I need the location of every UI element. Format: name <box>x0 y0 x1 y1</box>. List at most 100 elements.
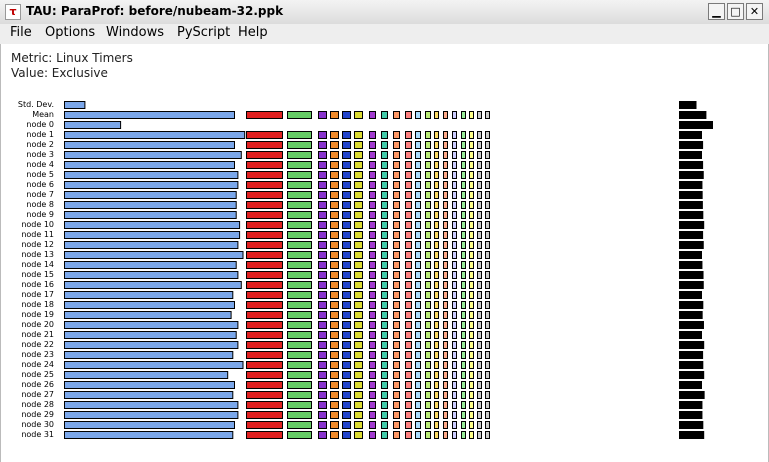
bar[interactable] <box>342 331 351 339</box>
bar[interactable] <box>342 391 351 399</box>
bar[interactable] <box>64 341 239 349</box>
bar[interactable] <box>477 401 482 409</box>
row-label[interactable]: node 14 <box>21 260 54 269</box>
bar[interactable] <box>405 301 412 309</box>
bar[interactable] <box>318 241 327 249</box>
bar[interactable] <box>477 141 482 149</box>
bar[interactable] <box>354 161 363 169</box>
bar[interactable] <box>354 211 363 219</box>
bar[interactable] <box>425 401 431 409</box>
bar[interactable] <box>330 291 339 299</box>
bar[interactable] <box>443 261 448 269</box>
bar[interactable] <box>461 151 466 159</box>
bar[interactable] <box>443 171 448 179</box>
bar[interactable] <box>330 321 339 329</box>
bar[interactable] <box>342 131 351 139</box>
bar[interactable] <box>434 351 439 359</box>
bar[interactable] <box>381 391 388 399</box>
bar[interactable] <box>287 251 312 259</box>
row-label[interactable]: node 0 <box>26 120 54 129</box>
bar[interactable] <box>369 421 376 429</box>
bar[interactable] <box>415 391 421 399</box>
bar[interactable] <box>330 271 339 279</box>
bar[interactable] <box>477 201 482 209</box>
bar[interactable] <box>425 221 431 229</box>
bar[interactable] <box>415 161 421 169</box>
bar[interactable] <box>425 251 431 259</box>
bar[interactable] <box>469 171 474 179</box>
bar[interactable] <box>443 241 448 249</box>
bar[interactable] <box>425 181 431 189</box>
bar[interactable] <box>318 281 327 289</box>
bar[interactable] <box>434 191 439 199</box>
bar[interactable] <box>679 271 704 279</box>
bar[interactable] <box>287 351 312 359</box>
bar[interactable] <box>318 321 327 329</box>
bar[interactable] <box>405 401 412 409</box>
bar[interactable] <box>443 141 448 149</box>
bar[interactable] <box>381 331 388 339</box>
bar[interactable] <box>443 291 448 299</box>
bar[interactable] <box>369 311 376 319</box>
bar[interactable] <box>469 241 474 249</box>
bar[interactable] <box>425 271 431 279</box>
bar[interactable] <box>461 281 466 289</box>
bar[interactable] <box>342 161 351 169</box>
bar[interactable] <box>381 231 388 239</box>
bar[interactable] <box>434 341 439 349</box>
bar[interactable] <box>434 361 439 369</box>
bar[interactable] <box>393 321 400 329</box>
bar[interactable] <box>287 421 312 429</box>
bar[interactable] <box>369 141 376 149</box>
bar[interactable] <box>246 411 283 419</box>
bar[interactable] <box>679 191 703 199</box>
bar[interactable] <box>679 361 704 369</box>
bar[interactable] <box>246 431 283 439</box>
bar[interactable] <box>425 141 431 149</box>
bar[interactable] <box>434 151 439 159</box>
bar[interactable] <box>330 391 339 399</box>
bar[interactable] <box>679 411 703 419</box>
bar[interactable] <box>415 231 421 239</box>
bar[interactable] <box>405 291 412 299</box>
bar[interactable] <box>434 241 439 249</box>
bar[interactable] <box>415 371 421 379</box>
bar[interactable] <box>469 311 474 319</box>
bar[interactable] <box>425 111 431 119</box>
bar[interactable] <box>342 141 351 149</box>
bar[interactable] <box>381 111 388 119</box>
bar[interactable] <box>477 161 482 169</box>
bar[interactable] <box>64 231 241 239</box>
bar[interactable] <box>425 291 431 299</box>
bar[interactable] <box>679 281 704 289</box>
bar[interactable] <box>318 171 327 179</box>
row-label[interactable]: node 21 <box>21 330 54 339</box>
bar[interactable] <box>369 361 376 369</box>
bar[interactable] <box>318 191 327 199</box>
bar[interactable] <box>477 281 482 289</box>
bar[interactable] <box>452 321 457 329</box>
bar[interactable] <box>64 321 239 329</box>
bar[interactable] <box>477 211 482 219</box>
bar[interactable] <box>425 331 431 339</box>
bar[interactable] <box>461 161 466 169</box>
bar[interactable] <box>425 201 431 209</box>
bar[interactable] <box>679 161 704 169</box>
bar[interactable] <box>64 141 235 149</box>
bar[interactable] <box>452 181 457 189</box>
bar[interactable] <box>381 261 388 269</box>
bar[interactable] <box>64 221 241 229</box>
bar[interactable] <box>381 321 388 329</box>
bar[interactable] <box>461 371 466 379</box>
bar[interactable] <box>469 431 474 439</box>
bar[interactable] <box>679 321 704 329</box>
bar[interactable] <box>452 391 457 399</box>
bar[interactable] <box>287 321 312 329</box>
bar[interactable] <box>434 381 439 389</box>
row-label[interactable]: node 18 <box>21 300 54 309</box>
row-label[interactable]: node 8 <box>26 200 54 209</box>
bar[interactable] <box>405 151 412 159</box>
bar[interactable] <box>452 191 457 199</box>
row-label[interactable]: node 17 <box>21 290 54 299</box>
bar[interactable] <box>452 251 457 259</box>
